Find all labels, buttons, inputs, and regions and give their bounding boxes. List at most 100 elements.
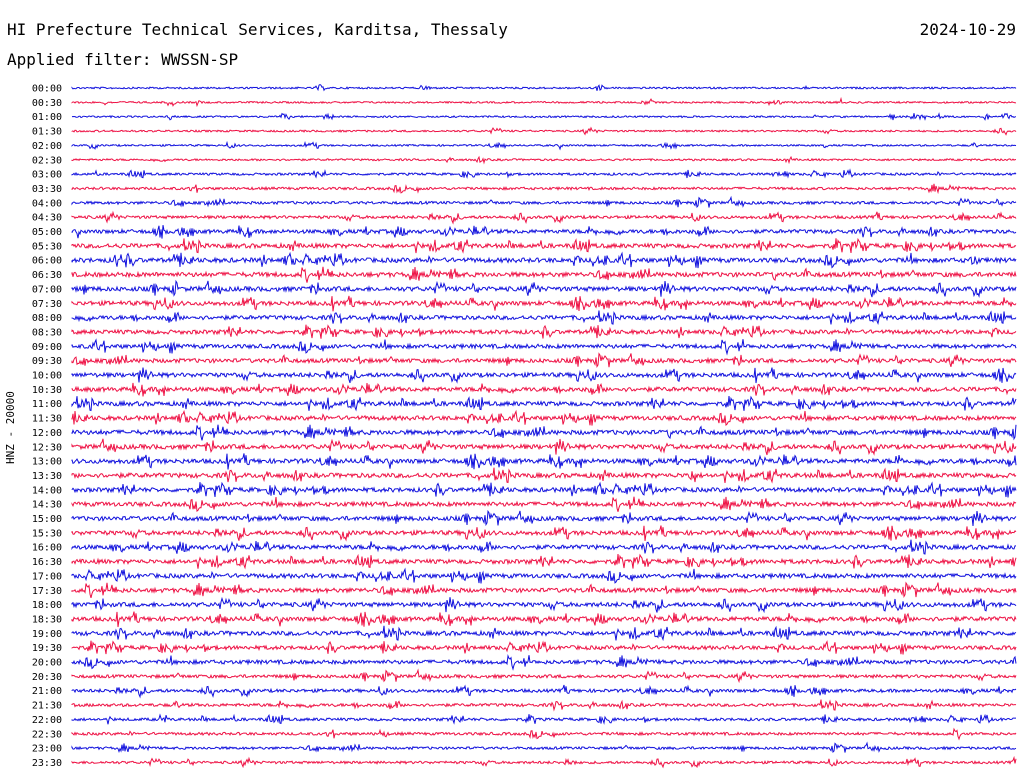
row-label-0730: 07:30 [32,299,62,310]
row-label-0800: 08:00 [32,313,62,324]
trace-row-0730 [71,295,1017,312]
trace-row-1100 [71,395,1017,412]
trace-row-0000 [71,84,1017,92]
trace-row-0600 [71,251,1017,269]
row-label-2230: 22:30 [32,729,62,740]
trace-row-1630 [71,553,1017,570]
row-label-0130: 01:30 [32,127,62,138]
trace-row-0530 [71,237,1017,254]
trace-row-2130 [71,699,1017,712]
trace-row-0030 [71,96,1017,108]
trace-row-1330 [71,467,1017,484]
trace-row-1000 [71,367,1017,384]
row-label-1330: 13:30 [32,471,62,482]
row-label-0900: 09:00 [32,342,62,353]
trace-row-2230 [71,727,1017,741]
row-label-0330: 03:30 [32,184,62,195]
row-label-0030: 00:30 [32,98,62,109]
row-label-0200: 02:00 [32,141,62,152]
row-label-1830: 18:30 [32,614,62,625]
row-label-1130: 11:30 [32,414,62,425]
trace-row-1130 [71,409,1017,426]
trace-row-1030 [71,382,1017,397]
trace-row-1830 [71,611,1017,628]
row-label-1200: 12:00 [32,428,62,439]
row-label-1500: 15:00 [32,514,62,525]
row-label-0630: 06:30 [32,270,62,281]
row-label-0930: 09:30 [32,356,62,367]
row-label-1630: 16:30 [32,557,62,568]
trace-row-1300 [71,453,1017,470]
trace-row-0800 [71,310,1017,326]
row-label-0400: 04:00 [32,198,62,209]
time-labels: 00:00 00:30 01:00 01:30 02:00 02:30 03:00 03:30… [32,84,62,769]
trace-row-0200 [71,140,1017,151]
trace-row-0430 [71,210,1017,225]
trace-row-1600 [71,539,1016,555]
trace-row-0930 [71,352,1017,368]
trace-row-0300 [71,168,1017,179]
trace-row-0130 [71,126,1017,136]
row-label-0430: 04:30 [32,213,62,224]
row-label-2300: 23:00 [32,744,62,755]
row-label-1530: 15:30 [32,528,62,539]
trace-row-2300 [71,741,1017,754]
row-label-1230: 12:30 [32,442,62,453]
row-label-2200: 22:00 [32,715,62,726]
row-label-2100: 21:00 [32,686,62,697]
row-label-1430: 14:30 [32,500,62,511]
trace-row-0100 [71,112,1017,121]
row-label-0100: 01:00 [32,112,62,123]
trace-row-2030 [71,668,1017,684]
row-label-1730: 17:30 [32,586,62,597]
trace-row-0330 [71,183,1017,195]
trace-row-0630 [71,266,1017,283]
row-label-2000: 20:00 [32,658,62,669]
trace-row-1500 [71,509,1017,527]
trace-row-0830 [71,324,1017,339]
row-label-1800: 18:00 [32,600,62,611]
trace-row-1530 [71,525,1017,542]
trace-row-2200 [71,713,1016,725]
trace-row-0700 [71,279,1017,298]
trace-row-1800 [71,596,1017,614]
row-label-0500: 05:00 [32,227,62,238]
row-label-1700: 17:00 [32,571,62,582]
trace-row-0900 [71,338,1017,356]
row-label-2030: 20:30 [32,672,62,683]
trace-row-2100 [71,684,1017,699]
row-label-0830: 08:30 [32,327,62,338]
trace-row-1430 [71,496,1017,513]
trace-row-2000 [71,653,1017,671]
trace-row-1930 [71,640,1017,655]
row-label-2330: 23:30 [32,758,62,769]
row-label-1300: 13:00 [32,457,62,468]
trace-row-1900 [71,625,1017,642]
trace-row-1730 [71,581,1017,599]
row-label-1400: 14:00 [32,485,62,496]
row-label-0600: 06:00 [32,256,62,267]
row-label-1600: 16:00 [32,543,62,554]
row-label-0000: 00:00 [32,84,62,95]
seismic-traces [71,84,1017,769]
record-date: 2024-10-29 [919,20,1016,39]
row-label-0530: 05:30 [32,241,62,252]
trace-row-2330 [71,755,1017,769]
trace-row-0500 [71,225,1017,239]
trace-row-0400 [71,195,1017,209]
trace-row-1400 [71,481,1017,498]
row-label-2130: 21:30 [32,701,62,712]
trace-row-1200 [71,424,1017,441]
row-label-1100: 11:00 [32,399,62,410]
row-label-0230: 02:30 [32,155,62,166]
trace-row-1230 [71,438,1017,456]
trace-row-1700 [71,567,1017,584]
row-label-0300: 03:00 [32,170,62,181]
row-label-1930: 19:30 [32,643,62,654]
filter-label: Applied filter: WWSSN-SP [7,50,239,69]
trace-row-0230 [71,155,1016,165]
row-label-0700: 07:00 [32,284,62,295]
row-label-1000: 10:00 [32,371,62,382]
row-label-1030: 10:30 [32,385,62,396]
